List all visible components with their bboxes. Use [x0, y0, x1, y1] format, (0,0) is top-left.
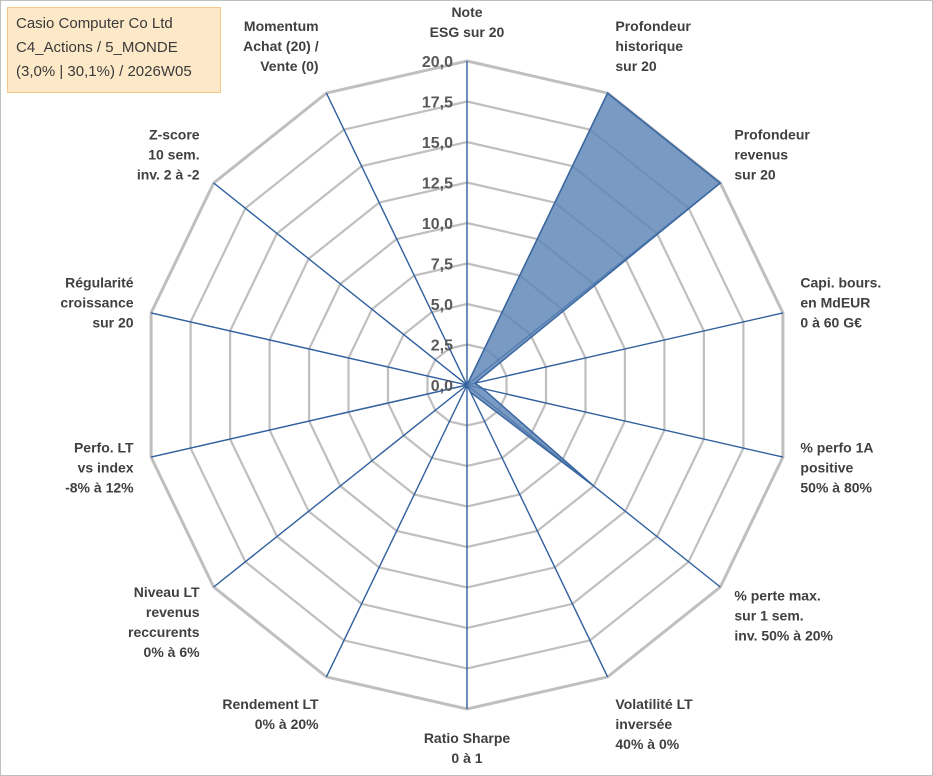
category-label: Ratio Sharpe 0 à 1 [424, 730, 511, 766]
category-label-line: Momentum [244, 18, 319, 34]
category-label-line: historique [615, 38, 683, 54]
tick-label: 7,5 [431, 257, 453, 274]
category-label: Z-score 10 sem. inv. 2 à -2 [137, 126, 200, 182]
tick-label: 0,0 [431, 378, 453, 395]
category-label: Régularité croissance sur 20 [60, 275, 133, 331]
category-label-line: sur 1 sem. [734, 608, 803, 624]
info-box: Casio Computer Co Ltd C4_Actions / 5_MON… [7, 7, 221, 93]
category-label-line: Note [451, 4, 482, 20]
axis-spoke [213, 384, 468, 588]
portfolio-name: C4_Actions / 5_MONDE [16, 39, 178, 56]
axis-spoke [325, 384, 468, 678]
category-label: Capi. bours. en MdEUR 0 à 60 G€ [800, 275, 881, 331]
category-label: Profondeur historique sur 20 [615, 18, 691, 74]
axis-spoke [213, 182, 468, 386]
category-label-line: Perfo. LT [74, 439, 134, 455]
category-label-line: 0 à 60 G€ [800, 315, 862, 331]
category-label: Rendement LT 0% à 20% [222, 696, 319, 732]
radial-tick-labels: 0,0 2,5 5,0 7,5 10,0 12,5 15,0 17,5 20,0 [422, 54, 453, 395]
category-label-line: reccurents [128, 624, 200, 640]
axis-spoke [325, 92, 468, 386]
category-label-line: 50% à 80% [800, 479, 872, 495]
tick-label: 2,5 [431, 338, 453, 355]
axis-spoke [466, 384, 784, 458]
category-label-line: revenus [734, 146, 788, 162]
category-label-line: ESG sur 20 [430, 24, 505, 40]
category-label-line: Niveau LT [134, 584, 200, 600]
category-label-line: Volatilité LT [615, 696, 693, 712]
tick-label: 12,5 [422, 176, 453, 193]
tick-label: 20,0 [422, 54, 453, 71]
category-label-line: croissance [60, 295, 133, 311]
axis-spoke [466, 384, 609, 678]
category-label-line: 40% à 0% [615, 736, 679, 752]
category-label: Note ESG sur 20 [430, 4, 505, 40]
category-label-line: Z-score [149, 126, 200, 142]
axis-spoke [466, 312, 784, 386]
category-label: Profondeur revenus sur 20 [734, 126, 810, 182]
category-label-line: Capi. bours. [800, 275, 881, 291]
category-label: Momentum Achat (20) / Vente (0) [243, 18, 319, 74]
category-label-line: inv. 50% à 20% [734, 628, 833, 644]
tick-label: 10,0 [422, 216, 453, 233]
category-label-line: Vente (0) [260, 58, 318, 74]
performance-stats: (3,0% | 30,1%) / 2026W05 [16, 63, 192, 80]
category-label-line: Achat (20) / [243, 38, 319, 54]
category-label-line: inversée [615, 716, 672, 732]
series-area [340, 91, 722, 487]
category-label-line: vs index [78, 459, 134, 475]
category-label-line: positive [800, 459, 853, 475]
category-label-line: Régularité [65, 275, 134, 291]
company-name: Casio Computer Co Ltd [16, 15, 173, 32]
category-label-line: Rendement LT [222, 696, 319, 712]
tick-label: 15,0 [422, 135, 453, 152]
category-label-line: Profondeur [615, 18, 691, 34]
category-label-line: % perte max. [734, 588, 820, 604]
category-label-line: sur 20 [92, 315, 133, 331]
category-label-line: 10 sem. [148, 146, 199, 162]
category-label-line: sur 20 [734, 166, 775, 182]
category-label-line: revenus [146, 604, 200, 620]
radar-series [340, 91, 722, 487]
category-label-line: Ratio Sharpe [424, 730, 511, 746]
category-label: % perfo 1A positive 50% à 80% [800, 439, 873, 495]
category-labels: Note ESG sur 20 Profondeur historique sur 20… [60, 4, 881, 766]
category-label-line: inv. 2 à -2 [137, 166, 200, 182]
axis-spoke [150, 312, 468, 386]
category-label-line: sur 20 [615, 58, 656, 74]
category-label-line: % perfo 1A [800, 439, 873, 455]
category-label: Niveau LT revenus reccurents 0% à 6% [128, 584, 200, 660]
category-label: Perfo. LT vs index -8% à 12% [65, 439, 134, 495]
category-label: % perte max. sur 1 sem. inv. 50% à 20% [734, 588, 833, 644]
category-label: Volatilité LT inversée 40% à 0% [615, 696, 693, 752]
category-label-line: 0 à 1 [451, 750, 482, 766]
category-label-line: en MdEUR [800, 295, 870, 311]
tick-label: 5,0 [431, 297, 453, 314]
category-label-line: 0% à 6% [144, 644, 201, 660]
category-label-line: Profondeur [734, 126, 810, 142]
category-label-line: -8% à 12% [65, 479, 134, 495]
category-label-line: 0% à 20% [255, 716, 319, 732]
tick-label: 17,5 [422, 95, 453, 112]
